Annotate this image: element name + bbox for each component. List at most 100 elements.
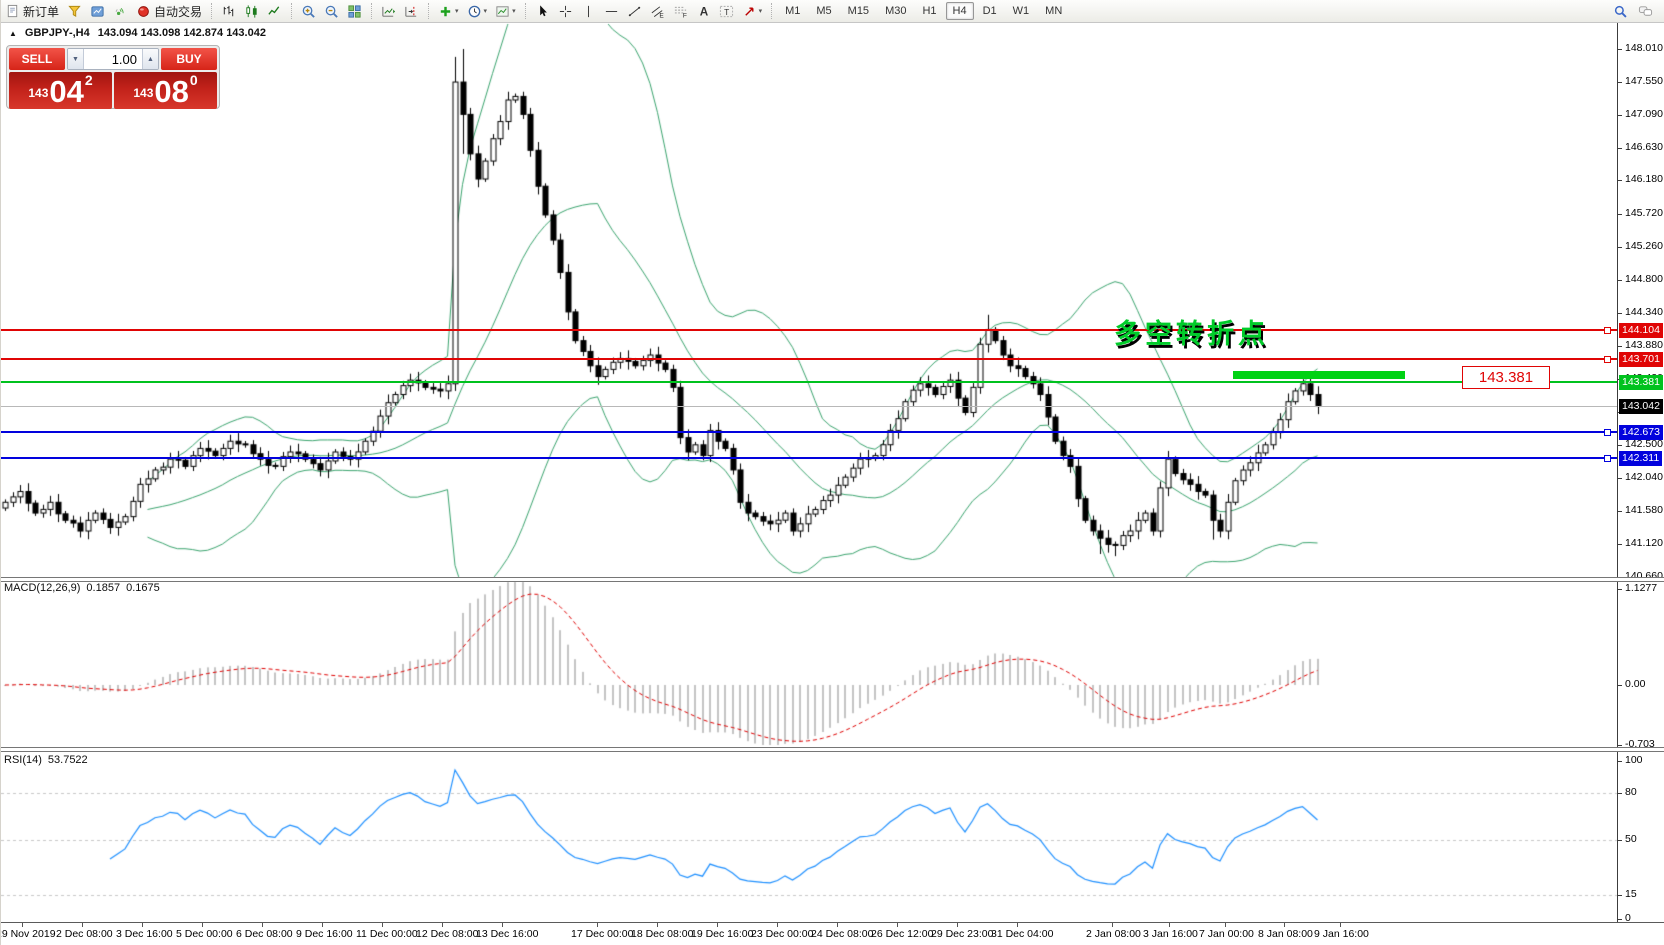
crosshair-button[interactable]	[555, 1, 576, 21]
vertical-line-button[interactable]	[578, 1, 599, 21]
price-axis-tickmark	[1618, 761, 1622, 762]
ohlc-values: 143.094 143.098 142.874 143.042	[97, 27, 266, 39]
time-axis-label: 6 Dec 08:00	[236, 928, 293, 940]
price-axis-label: 1.1277	[1625, 582, 1658, 594]
time-axis-label: 13 Dec 16:00	[476, 928, 539, 940]
volume-increase-button[interactable]: ▲	[142, 49, 158, 69]
price-axis-tickmark	[1618, 745, 1622, 746]
fibonacci-button[interactable]: F	[670, 1, 691, 21]
dropdown-caret-icon[interactable]: ▾	[483, 8, 488, 15]
line-chart-button[interactable]	[264, 1, 285, 21]
toolbar-divider	[428, 3, 430, 19]
timeframe-button-d1[interactable]: D1	[982, 5, 997, 17]
text-button[interactable]: A	[693, 1, 714, 21]
buy-price-box[interactable]: 143 08 0	[114, 72, 217, 109]
macd-pane-separator[interactable]	[1, 577, 1664, 582]
text-label-button[interactable]: T	[716, 1, 737, 21]
chart-window-button[interactable]	[64, 1, 85, 21]
time-axis-label: 31 Dec 04:00	[991, 928, 1054, 940]
price-axis[interactable]: 148.010 147.550 147.090 146.630 146.180 145.7…	[1617, 23, 1664, 924]
chart-title: ▲ GBPJPY-,H4 143.094 143.098 142.874 143…	[9, 27, 266, 39]
chart-window-icon	[67, 4, 82, 19]
horizontal-line-button[interactable]	[601, 1, 622, 21]
candle-chart-button[interactable]	[241, 1, 262, 21]
toolbar-right-icons	[1613, 4, 1653, 19]
chart-shift-button[interactable]	[401, 1, 422, 21]
price-axis-tickmark	[1618, 148, 1622, 149]
text-icon: A	[696, 4, 711, 19]
zoom-in-button[interactable]	[298, 1, 319, 21]
autotrading-button[interactable]: 自动交易	[133, 1, 205, 21]
rsi-pane-separator[interactable]	[1, 747, 1664, 752]
search-icon[interactable]	[1613, 4, 1628, 19]
crosshair-icon	[558, 4, 573, 19]
svg-text:A: A	[699, 5, 708, 18]
hline-143.701[interactable]	[1, 358, 1617, 360]
one-click-trading-panel: SELL ▼ 1.00 ▲ BUY 143 04 2 143 08 0	[6, 45, 220, 109]
price-axis-label: 145.720	[1625, 207, 1663, 219]
profiles-button[interactable]	[87, 1, 108, 21]
sell-price-sup: 2	[84, 72, 93, 88]
volume-value[interactable]: 1.00	[111, 51, 137, 67]
timeframe-button-h1[interactable]: H1	[922, 5, 937, 17]
timeframe-button-m30[interactable]: M30	[885, 5, 907, 17]
timeframe-button-h4[interactable]: H4	[945, 2, 974, 20]
rsi-value: 53.7522	[47, 754, 88, 766]
price-axis-tickmark	[1618, 280, 1622, 281]
periods-button[interactable]: ▾	[464, 1, 491, 21]
new-order-button[interactable]: 新订单	[2, 1, 62, 21]
hline-142.311[interactable]	[1, 457, 1617, 459]
volume-decrease-button[interactable]: ▼	[68, 49, 84, 69]
timeframe-button-mn[interactable]: MN	[1045, 5, 1063, 17]
trendline-button[interactable]	[624, 1, 645, 21]
buy-button[interactable]: BUY	[161, 48, 217, 70]
volume-stepper: ▼ 1.00 ▲	[67, 48, 159, 70]
hline-144.104[interactable]	[1, 329, 1617, 331]
time-axis-label: 18 Dec 08:00	[631, 928, 694, 940]
time-axis-label: 5 Dec 00:00	[176, 928, 233, 940]
equidistant-channel-button[interactable]: E	[647, 1, 668, 21]
price-axis-label: 141.580	[1625, 504, 1663, 516]
auto-scroll-button[interactable]	[378, 1, 399, 21]
time-axis-tickmark	[82, 923, 83, 927]
timeframe-button-w1[interactable]: W1	[1012, 5, 1030, 17]
chat-icon[interactable]	[1638, 4, 1653, 19]
price-flag-label[interactable]: 143.381	[1462, 366, 1550, 389]
cursor-button[interactable]	[532, 1, 553, 21]
trendline-icon	[627, 4, 642, 19]
annotation-text[interactable]: 多空转折点	[1114, 319, 1269, 349]
dropdown-caret-icon[interactable]: ▾	[758, 8, 763, 15]
sell-button[interactable]: SELL	[9, 48, 65, 70]
timeframe-button-m5[interactable]: M5	[816, 5, 832, 17]
time-axis-label: 17 Dec 00:00	[571, 928, 634, 940]
chart-shift-icon	[404, 4, 419, 19]
hline-price-tag: 143.701	[1619, 352, 1663, 367]
dropdown-caret-icon[interactable]: ▾	[512, 8, 516, 15]
sell-price-prefix: 143	[28, 86, 49, 100]
rsi-indicator-label: RSI(14) 53.7522	[4, 754, 94, 766]
hline-142.673[interactable]	[1, 431, 1617, 433]
tile-windows-button[interactable]	[344, 1, 365, 21]
templates-button[interactable]: ▾	[492, 1, 519, 21]
candle-chart-icon	[244, 4, 259, 19]
time-axis-tickmark	[717, 923, 718, 927]
toolbar-divider	[371, 3, 373, 19]
bar-chart-button[interactable]	[218, 1, 239, 21]
svg-text:T: T	[724, 6, 729, 16]
timeframe-button-m1[interactable]: M1	[785, 5, 801, 17]
sell-price-box[interactable]: 143 04 2	[9, 72, 112, 109]
arrows-button[interactable]: ▾	[739, 1, 766, 21]
dropdown-caret-icon[interactable]: ▾	[455, 8, 459, 15]
thick-trend-segment[interactable]	[1233, 371, 1405, 379]
arrows-icon	[742, 4, 757, 19]
collapse-panel-icon[interactable]: ▲	[9, 28, 17, 38]
signal-button[interactable]	[110, 1, 131, 21]
timeframe-button-m15[interactable]: M15	[847, 5, 870, 17]
time-axis[interactable]: 29 Nov 2019 2 Dec 08:00 3 Dec 16:00 5 Dec 0…	[1, 922, 1664, 945]
hline-143.381[interactable]	[1, 381, 1617, 383]
time-axis-label: 3 Dec 16:00	[116, 928, 173, 940]
zoom-out-button[interactable]	[321, 1, 342, 21]
indicators-button[interactable]: ▾	[435, 1, 462, 21]
price-axis-tickmark	[1618, 589, 1622, 590]
